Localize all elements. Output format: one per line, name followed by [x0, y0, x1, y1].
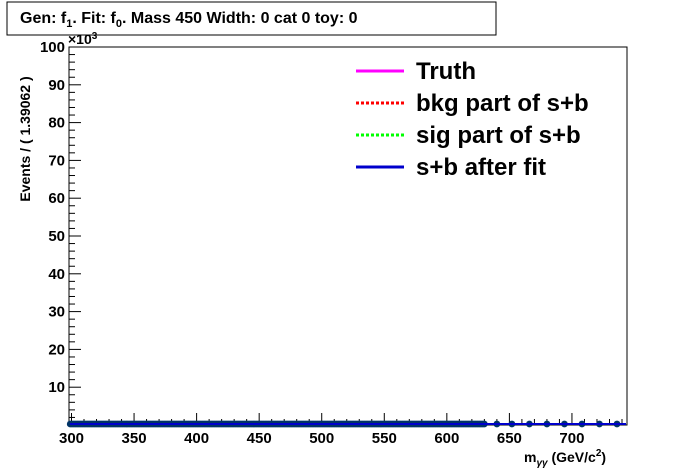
y-axis-ticks: 10 20 30 40 50 60 70 80 90 100	[40, 39, 81, 426]
title-box	[6, 1, 497, 36]
y-tick-label: 40	[48, 266, 65, 283]
x-tick-label: 500	[309, 430, 334, 447]
y-tick-label: 80	[48, 115, 65, 132]
x-tick-label: 300	[59, 430, 84, 447]
legend: Truth bkg part of s+b sig part of s+b s+b a…	[356, 58, 589, 181]
legend-label: bkg part of s+b	[416, 90, 589, 117]
x-tick-label: 700	[559, 430, 584, 447]
chart-title: Gen: f1. Fit: f0. Mass 450 Width: 0 cat …	[20, 10, 358, 30]
x-axis-title: mγγ (GeV/c2)	[524, 448, 606, 469]
legend-label: Truth	[416, 58, 476, 85]
data-points	[66, 420, 621, 428]
x-tick-label: 350	[122, 430, 147, 447]
x-tick-label: 400	[184, 430, 209, 447]
y-tick-label: 90	[48, 77, 65, 94]
legend-label: s+b after fit	[416, 154, 546, 181]
y-tick-label: 20	[48, 341, 65, 358]
y-tick-label: 70	[48, 152, 65, 169]
y-exponent: ×103	[68, 31, 98, 47]
y-tick-label: 30	[48, 304, 65, 321]
y-axis-title: Events / ( 1.39062 )	[17, 76, 33, 201]
y-tick-label: 50	[48, 228, 65, 245]
x-tick-label: 550	[372, 430, 397, 447]
y-tick-label: 100	[40, 39, 65, 56]
legend-label: sig part of s+b	[416, 122, 581, 149]
x-axis-ticks: 300 350 400 450 500 550 600 650 700	[59, 413, 623, 447]
x-tick-label: 650	[497, 430, 522, 447]
y-tick-label: 10	[48, 379, 65, 396]
x-tick-label: 450	[247, 430, 272, 447]
y-tick-label: 60	[48, 190, 65, 207]
x-tick-label: 600	[434, 430, 459, 447]
